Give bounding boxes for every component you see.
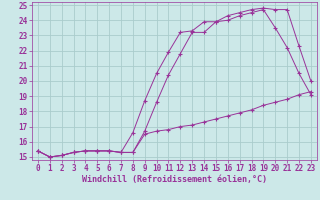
X-axis label: Windchill (Refroidissement éolien,°C): Windchill (Refroidissement éolien,°C): [82, 175, 267, 184]
